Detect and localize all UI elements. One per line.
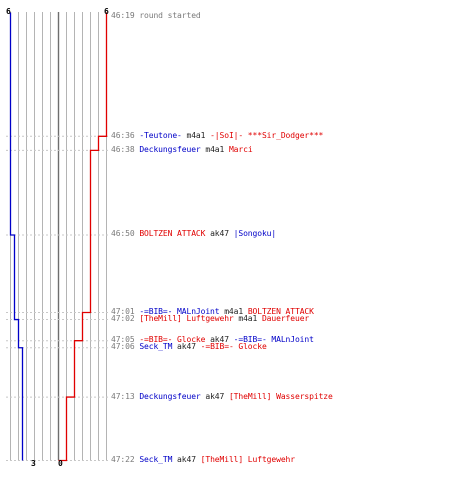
event-victim: Marci: [228, 144, 253, 154]
event-row: 47:02 [TheMill] Luftgewehr m4a1 Dauerfeu…: [111, 315, 309, 323]
event-time: 47:05: [111, 335, 135, 345]
event-time: 47:01: [111, 307, 135, 316]
event-dash-lines: [6, 135, 110, 461]
event-row: 47:01 -=BIB=- MALnJoint m4a1 BOLTZEN ATT…: [111, 308, 314, 316]
event-row: 47:05 -=BIB=- Glocke ak47 -=BIB=- MALnJo…: [111, 336, 314, 344]
event-victim: -|SoI|- ***Sir_Dodger***: [210, 130, 324, 140]
grid-lines: [10, 12, 107, 460]
event-row: 47:06 Seck_TM ak47 -=BIB=- Glocke: [111, 343, 267, 351]
score-lines: [9, 12, 108, 462]
event-time: 46:38: [111, 144, 135, 154]
event-row: 46:38 Deckungsfeuer m4a1 Marci: [111, 144, 253, 154]
event-victim: -=BIB=- Glocke: [200, 342, 267, 352]
event-weapon: ak47: [205, 391, 225, 401]
blue-score-line: [9, 12, 24, 461]
event-time: 46:50: [111, 229, 135, 239]
red-final-score: 0: [58, 459, 63, 468]
event-row: 46:36 -Teutone- m4a1 -|SoI|- ***Sir_Dodg…: [111, 130, 324, 140]
event-victim: |Songoku|: [233, 229, 277, 239]
event-killer: -=BIB=- MALnJoint: [139, 307, 220, 316]
blue-start-score: 6: [6, 7, 11, 16]
event-victim: -=BIB=- MALnJoint: [233, 335, 314, 345]
red-start-score: 6: [104, 7, 109, 16]
event-killer: -=BIB=- Glocke: [139, 335, 206, 345]
event-killer: BOLTZEN ATTACK: [139, 229, 206, 239]
event-weapon: ak47: [210, 229, 229, 239]
event-row: 47:22 Seck_TM ak47 [TheMill] Luftgewehr: [111, 456, 295, 464]
event-row: 47:13 Deckungsfeuer ak47 [TheMill] Wasse…: [111, 391, 333, 401]
event-weapon: m4a1: [205, 144, 225, 154]
event-weapon: ak47: [210, 335, 229, 345]
event-weapon: ak47: [177, 342, 196, 352]
event-time: 46:36: [111, 130, 135, 140]
event-time: 47:13: [111, 391, 135, 401]
event-weapon: m4a1: [224, 307, 244, 316]
event-note: round started: [139, 11, 201, 20]
blue-final-score: 3: [31, 459, 36, 468]
event-killer: Deckungsfeuer: [139, 144, 201, 154]
event-time: 47:06: [111, 342, 135, 352]
event-victim: Dauerfeuer: [261, 314, 310, 324]
event-killer: Seck_TM: [139, 342, 173, 352]
event-killer: [TheMill] Luftgewehr: [139, 314, 234, 324]
event-time: 47:02: [111, 314, 135, 324]
event-killer: Deckungsfeuer: [139, 391, 201, 401]
event-weapon: ak47: [177, 455, 196, 464]
event-time: 46:19: [111, 11, 135, 20]
event-victim: [TheMill] Wasserspitze: [228, 391, 333, 401]
event-row: 46:19 round started: [111, 12, 201, 20]
event-victim: BOLTZEN ATTACK: [247, 307, 314, 316]
event-victim: [TheMill] Luftgewehr: [200, 455, 295, 464]
event-weapon: m4a1: [238, 314, 258, 324]
event-killer: -Teutone-: [139, 130, 182, 140]
event-weapon: m4a1: [186, 130, 206, 140]
red-score-line: [58, 12, 108, 462]
event-row: 46:50 BOLTZEN ATTACK ak47 |Songoku|: [111, 230, 276, 238]
event-time: 47:22: [111, 455, 135, 464]
event-killer: Seck_TM: [139, 455, 173, 464]
